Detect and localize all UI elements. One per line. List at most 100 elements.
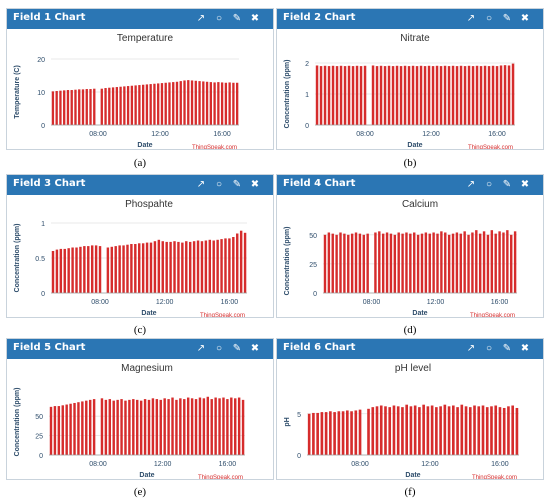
y-tick-label: 1 [305, 92, 309, 99]
close-icon[interactable]: ✖ [250, 343, 260, 354]
bar [347, 234, 350, 293]
bar [416, 234, 420, 293]
comment-icon[interactable]: ○ [215, 343, 223, 354]
external-link-icon[interactable]: ↗ [196, 343, 206, 354]
pencil-icon[interactable]: ✎ [232, 179, 242, 190]
bar [319, 66, 323, 125]
bar [230, 397, 233, 455]
bar [413, 405, 417, 455]
bar [73, 402, 76, 455]
pencil-icon[interactable]: ✎ [502, 13, 512, 24]
bar [375, 66, 379, 125]
comment-icon[interactable]: ○ [485, 343, 493, 354]
bar [204, 240, 208, 293]
y-axis-label: Concentration (ppm) [284, 60, 291, 129]
panel-title: Field 3 Chart [13, 178, 86, 189]
external-link-icon[interactable]: ↗ [196, 13, 206, 24]
bar [329, 411, 332, 455]
panel-title: Field 2 Chart [283, 12, 356, 23]
comment-icon[interactable]: ○ [215, 13, 223, 24]
bar [226, 399, 229, 455]
bar [499, 65, 503, 125]
thingspeak-credit[interactable]: ThingSpeak.com [198, 475, 243, 479]
thingspeak-credit[interactable]: ThingSpeak.com [200, 313, 245, 317]
bar [510, 234, 513, 293]
close-icon[interactable]: ✖ [520, 343, 530, 354]
bar [491, 65, 495, 125]
bar [224, 82, 228, 125]
caption-c: (c) [133, 324, 147, 336]
thingspeak-credit[interactable]: ThingSpeak.com [470, 313, 515, 317]
bar [455, 232, 459, 293]
bar [432, 232, 435, 293]
external-link-icon[interactable]: ↗ [466, 13, 476, 24]
x-tick-label: 16:00 [491, 299, 509, 306]
x-tick-label: 16:00 [488, 131, 506, 138]
bar [431, 66, 435, 125]
bar [401, 407, 404, 455]
bar [339, 232, 342, 293]
comment-icon[interactable]: ○ [215, 179, 223, 190]
bar [212, 240, 215, 293]
pencil-icon[interactable]: ✎ [232, 343, 242, 354]
close-icon[interactable]: ✖ [520, 13, 530, 24]
thingspeak-credit[interactable]: ThingSpeak.com [192, 145, 237, 149]
external-link-icon[interactable]: ↗ [196, 179, 206, 190]
bar [418, 407, 421, 455]
close-icon[interactable]: ✖ [250, 179, 260, 190]
bar [513, 231, 517, 293]
y-tick-label: 0 [41, 291, 45, 298]
bar [495, 66, 499, 125]
bar [327, 232, 331, 293]
bar [123, 86, 126, 125]
bar [331, 233, 334, 293]
bar [439, 406, 442, 455]
bar [324, 412, 328, 455]
bar [214, 397, 217, 455]
thingspeak-credit[interactable]: ThingSpeak.com [468, 145, 513, 149]
bar [66, 90, 70, 125]
bar [59, 248, 63, 293]
bar [315, 65, 319, 125]
pencil-icon[interactable]: ✎ [502, 343, 512, 354]
close-icon[interactable]: ✖ [250, 13, 260, 24]
y-tick-label: 0.5 [35, 256, 45, 263]
bar [222, 397, 225, 455]
panel-title: Field 5 Chart [13, 342, 86, 353]
x-axis-label: Date [407, 142, 422, 149]
bar [473, 405, 476, 455]
thingspeak-credit[interactable]: ThingSpeak.com [472, 475, 517, 479]
bar [490, 230, 494, 293]
bar [202, 81, 205, 125]
pencil-icon[interactable]: ✎ [232, 13, 242, 24]
bar [381, 233, 385, 293]
bar [149, 242, 153, 293]
bar [139, 400, 143, 455]
comment-icon[interactable]: ○ [485, 13, 493, 24]
bar [384, 406, 387, 455]
comment-icon[interactable]: ○ [485, 179, 493, 190]
x-tick-label: 08:00 [363, 299, 381, 306]
bar [159, 399, 162, 455]
pencil-icon[interactable]: ✎ [502, 179, 512, 190]
bar [143, 399, 147, 455]
bar [468, 407, 472, 455]
bar [403, 65, 407, 125]
bar [141, 243, 145, 293]
bar [196, 240, 200, 293]
bar [134, 85, 137, 125]
bar [444, 232, 447, 293]
external-link-icon[interactable]: ↗ [466, 343, 476, 354]
bar [483, 65, 487, 125]
bar [337, 411, 341, 455]
bar [71, 247, 74, 293]
bar [440, 231, 443, 293]
bar [206, 396, 210, 455]
external-link-icon[interactable]: ↗ [466, 179, 476, 190]
bar [232, 82, 235, 125]
field-3-panel: Field 3 Chart ↗ ○ ✎ ✖ Phospahte 0 0.5 1 08:00 12… [6, 174, 274, 318]
y-tick-label: 1 [41, 221, 45, 228]
bar [179, 398, 182, 455]
bar [420, 233, 424, 293]
close-icon[interactable]: ✖ [520, 179, 530, 190]
